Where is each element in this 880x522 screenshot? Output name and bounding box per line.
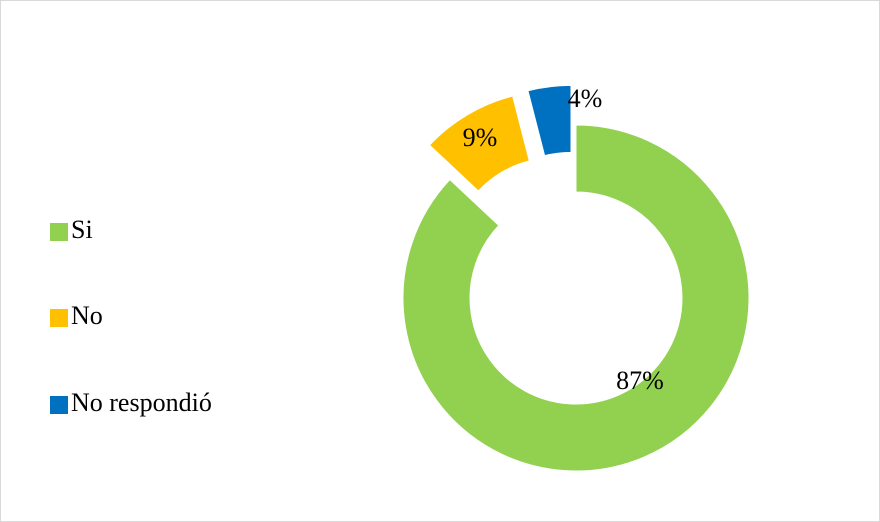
legend-swatch (50, 309, 68, 327)
donut-segment (402, 124, 750, 472)
legend-label: No respondió (71, 388, 212, 417)
data-label: 87% (616, 366, 664, 395)
legend-swatch (50, 396, 68, 414)
legend-label: No (71, 301, 103, 330)
data-label: 9% (463, 123, 498, 152)
donut-segment (428, 95, 530, 192)
donut-segment (527, 84, 572, 157)
data-label: 4% (568, 84, 603, 113)
legend-swatch (50, 223, 68, 241)
legend-label: Si (71, 215, 93, 244)
